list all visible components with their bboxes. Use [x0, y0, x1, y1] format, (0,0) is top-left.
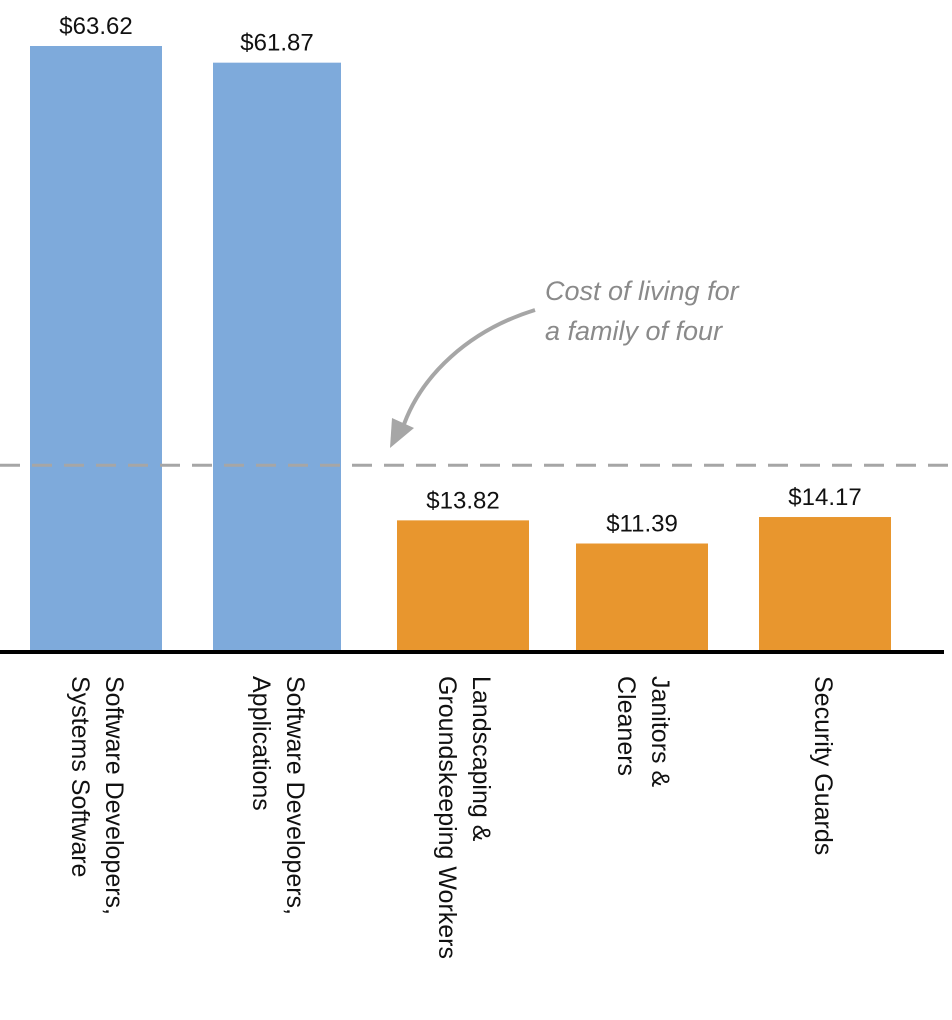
value-label: $11.39: [606, 511, 678, 538]
category-label: Landscaping &Groundskeeping Workers: [433, 676, 495, 959]
category-label-line: Software Developers,: [281, 676, 309, 915]
annotation-line-2: a family of four: [545, 316, 723, 346]
value-label: $14.17: [788, 484, 861, 511]
category-label-line: Groundskeeping Workers: [433, 676, 461, 959]
category-label-line: Software Developers,: [100, 676, 128, 915]
bar-2: [397, 520, 529, 652]
arrowhead-icon: [390, 418, 414, 448]
value-label: $13.82: [426, 487, 499, 514]
bar-1: [213, 62, 341, 652]
category-label: Software Developers,Systems Software: [66, 676, 128, 915]
annotation: Cost of living for a family of four: [390, 276, 740, 448]
annotation-line-1: Cost of living for: [545, 276, 740, 306]
category-label-line: Cleaners: [612, 676, 640, 776]
category-label-line: Applications: [247, 676, 275, 811]
bar-4: [759, 517, 891, 652]
bar-0: [30, 46, 162, 652]
category-label-line: Security Guards: [809, 676, 837, 855]
annotation-arrow-icon: [400, 308, 536, 431]
category-label: Janitors &Cleaners: [612, 676, 674, 787]
bar-3: [576, 543, 708, 652]
category-label: Software Developers,Applications: [247, 676, 309, 915]
category-label-line: Janitors &: [646, 676, 674, 787]
category-label-line: Systems Software: [66, 676, 94, 877]
category-label: Security Guards: [809, 676, 837, 855]
category-label-line: Landscaping &: [467, 676, 495, 842]
value-label: $63.62: [59, 13, 132, 40]
value-label: $61.87: [240, 30, 313, 57]
